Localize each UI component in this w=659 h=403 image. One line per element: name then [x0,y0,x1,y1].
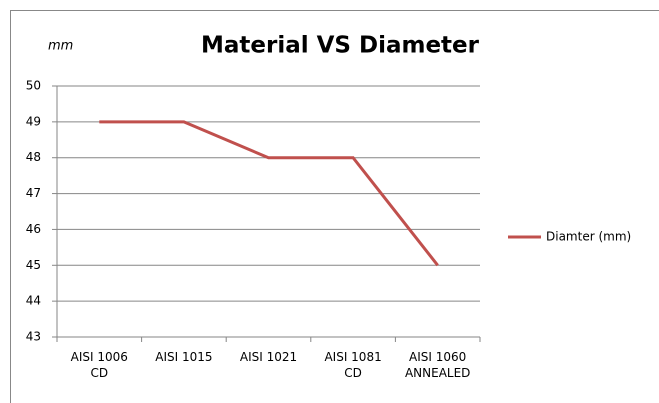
chart-border [10,10,659,403]
y-tick-label: 45 [26,258,41,272]
x-tick-label: AISI 1081 CD [324,350,382,380]
y-tick-label: 44 [26,294,41,308]
y-tick-label: 49 [26,114,41,128]
x-tick-label: AISI 1006 CD [70,350,128,380]
chart-title: Material VS Diameter [201,33,480,59]
x-tick-label: AISI 1015 [155,350,213,364]
x-tick-label: AISI 1021 [239,350,298,364]
y-tick-label: 50 [26,79,41,93]
y-axis-label: mm [48,39,73,54]
series-line [99,120,439,267]
x-tick-label: AISI 1060 ANNEALED [404,350,471,380]
y-tick-label: 43 [26,330,41,344]
y-tick-label: 47 [26,186,41,200]
y-tick-label: 46 [26,222,41,236]
legend-label: Diamter (mm) [546,230,631,244]
y-tick-label: 48 [26,150,41,164]
